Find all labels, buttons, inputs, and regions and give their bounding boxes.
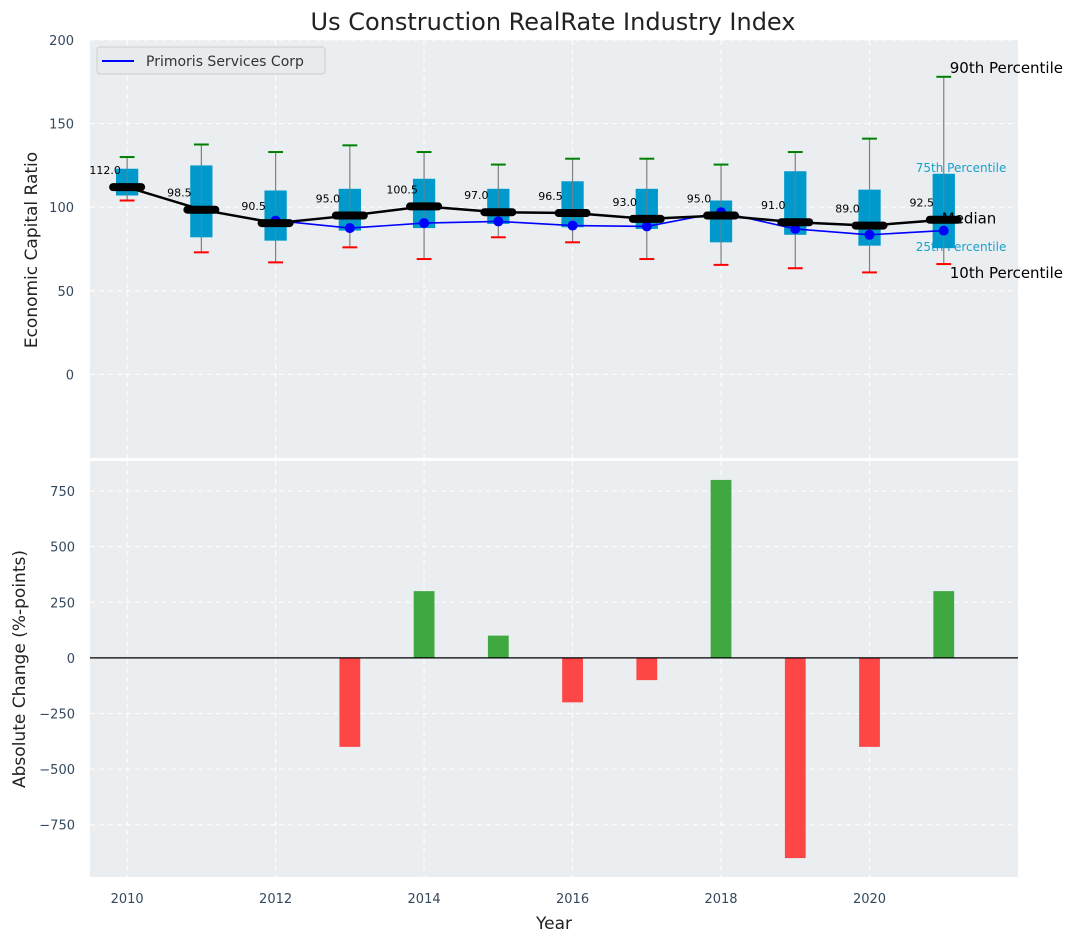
p10-annotation: 10th Percentile (950, 264, 1063, 282)
bottom-y-tick-label: 0 (67, 652, 75, 667)
median-annotation: Median (942, 210, 997, 228)
x-tick-label: 2010 (111, 892, 144, 907)
change-bar-2017 (636, 657, 658, 681)
bottom-y-tick-label: −250 (39, 707, 75, 722)
bottom-y-tick-label: −750 (39, 819, 75, 834)
company-line (275, 211, 944, 236)
x-axis-label: Year (535, 914, 572, 934)
top-y-axis-label: Economic Capital Ratio (22, 152, 42, 348)
company-point (790, 223, 801, 234)
company-point (493, 216, 504, 227)
median-value-label: 100.5 (386, 183, 418, 196)
company-point (864, 229, 875, 240)
x-tick-label: 2016 (556, 892, 589, 907)
top-panel: 0 50 100 150 200 75th Percentile 25th Percent… (22, 34, 1063, 458)
x-tick-label: 2018 (704, 892, 737, 907)
median-value-label: 95.0 (316, 193, 341, 206)
bottom-y-axis-label: Absolute Change (%-points) (10, 550, 30, 788)
legend-box (96, 46, 326, 75)
median-value-label: 112.0 (89, 164, 121, 177)
chart-title: Us Construction RealRate Industry Index (311, 8, 796, 36)
change-bar-2013 (339, 657, 361, 747)
median-value-label: 93.0 (613, 196, 638, 209)
median-labels: 112.0 98.5 90.5 95.0 100.5 97.0 96.5 93.0 95.0 91… (89, 164, 934, 215)
bottom-y-ticks: −750 −500 −250 0 250 500 750 (39, 485, 75, 834)
top-y-tick-label: 0 (66, 368, 74, 383)
bottom-y-tick-label: 750 (50, 485, 75, 500)
x-tick-label: 2014 (408, 892, 441, 907)
change-bar-2018 (710, 479, 732, 658)
change-bars (90, 479, 1018, 859)
x-tick-label: 2012 (259, 892, 292, 907)
bottom-y-tick-label: −500 (39, 763, 75, 778)
median-value-label: 98.5 (167, 187, 192, 200)
legend: Primoris Services Corp (96, 46, 326, 75)
box-plot-2012 (264, 151, 287, 264)
median-value-label: 97.0 (464, 189, 489, 202)
top-lines (109, 183, 962, 240)
change-bar-2014 (413, 591, 435, 658)
median-value-label: 90.5 (241, 200, 266, 213)
change-bar-2016 (562, 657, 583, 703)
box-plot-2011 (190, 143, 213, 254)
company-point (344, 223, 355, 234)
top-y-tick-label: 200 (49, 34, 74, 49)
change-bar-2015 (487, 635, 509, 658)
quartile-annotations: 75th Percentile 25th Percentile (916, 161, 1007, 254)
p25-annotation: 25th Percentile (916, 240, 1007, 254)
top-y-tick-label: 150 (49, 118, 74, 133)
change-bar-2020 (859, 657, 880, 747)
median-value-label: 92.5 (910, 197, 935, 210)
median-value-label: 96.5 (538, 190, 563, 203)
percentile-annotations: 90th Percentile Median 10th Percentile (942, 59, 1063, 282)
legend-label: Primoris Services Corp (146, 54, 304, 70)
p75-annotation: 75th Percentile (916, 161, 1007, 175)
median-value-label: 89.0 (835, 203, 860, 216)
median-value-label: 95.0 (687, 193, 712, 206)
p90-annotation: 90th Percentile (950, 59, 1063, 77)
company-point (567, 220, 578, 231)
change-bar-2019 (784, 657, 806, 859)
company-point (419, 218, 430, 229)
bottom-y-tick-label: 250 (50, 596, 75, 611)
box-plot-2020 (858, 137, 881, 274)
top-y-ticks: 0 50 100 150 200 (49, 34, 74, 383)
company-point (938, 225, 949, 236)
x-tick-label: 2020 (853, 892, 886, 907)
top-y-tick-label: 100 (49, 201, 74, 216)
change-bar-2021 (933, 591, 955, 658)
top-y-tick-label: 50 (57, 285, 74, 300)
top-plot-background (90, 40, 1018, 458)
company-point (641, 221, 652, 232)
x-ticks: 2010 2012 2014 2016 2018 2020 (111, 892, 886, 907)
median-value-label: 91.0 (761, 199, 786, 212)
bottom-y-tick-label: 500 (50, 541, 75, 556)
